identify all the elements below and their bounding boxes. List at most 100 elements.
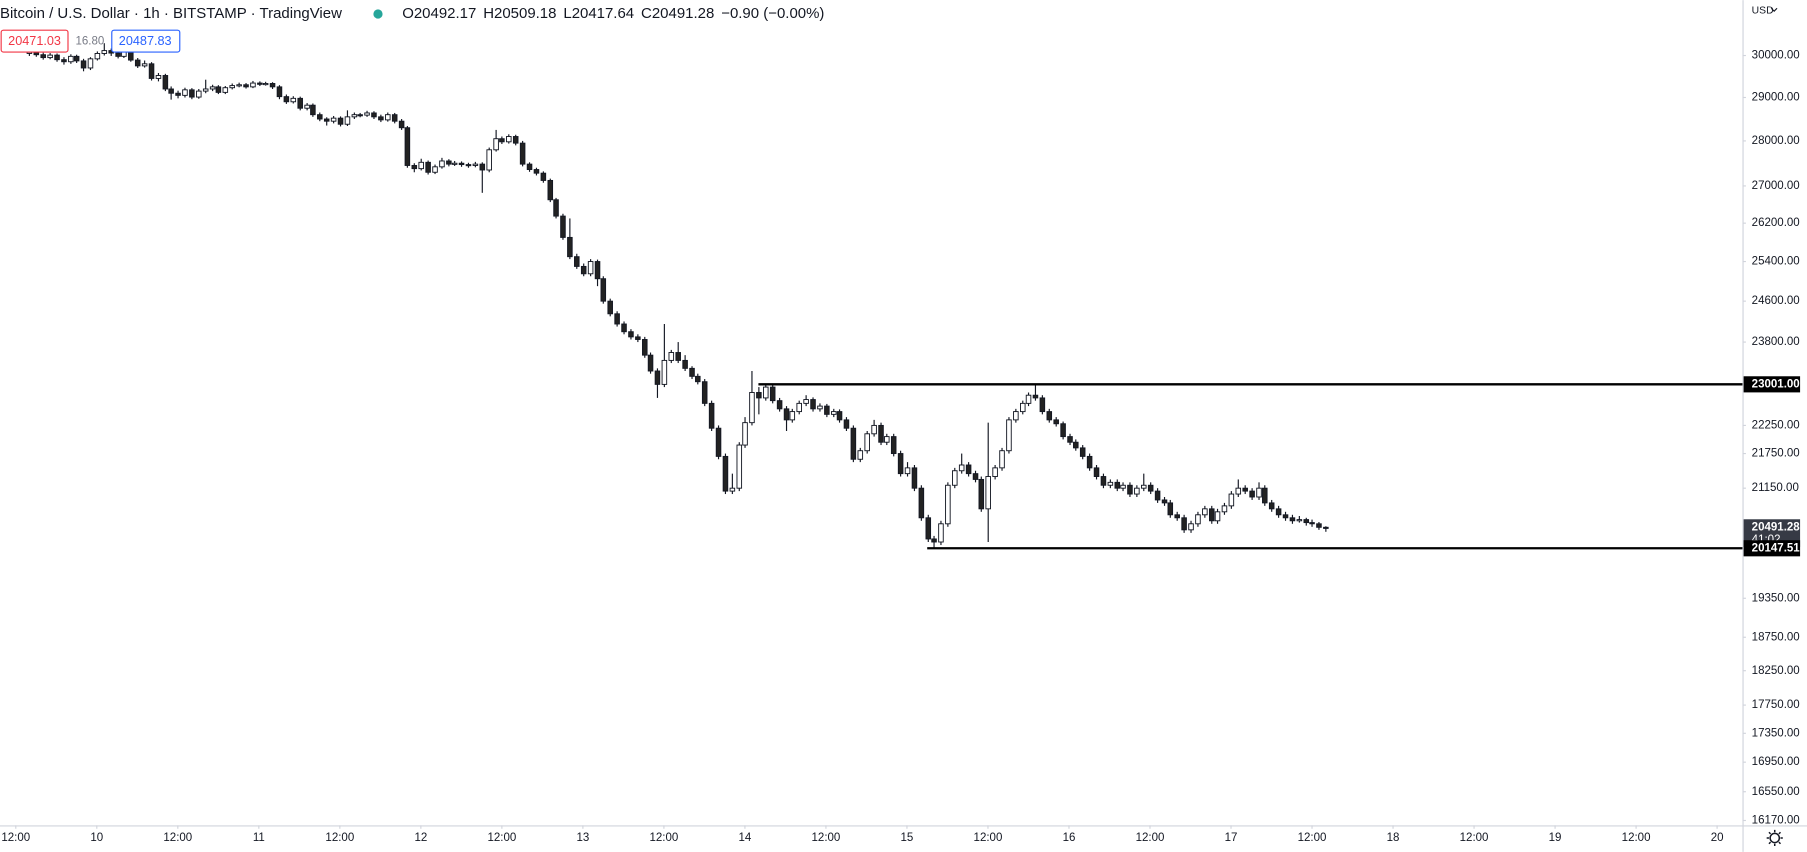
candle-body	[1188, 523, 1194, 531]
candle-body	[843, 419, 850, 429]
candle-body	[884, 436, 890, 443]
candle-body	[654, 370, 661, 385]
candle-body	[1086, 455, 1093, 469]
candle-body	[918, 487, 925, 519]
plot-area	[26, 43, 1743, 550]
candle-body	[1073, 441, 1079, 449]
candle-body	[337, 117, 344, 125]
candle-body	[715, 427, 722, 457]
candle-body	[1316, 523, 1322, 528]
candle-body	[80, 60, 87, 69]
x-tick-label: 19	[1549, 832, 1562, 844]
candle-body	[411, 165, 418, 170]
candle-body	[506, 136, 512, 143]
candle-body	[1282, 514, 1289, 519]
candle-body	[465, 164, 472, 167]
candle-body	[810, 399, 816, 410]
legend-label: C	[641, 5, 652, 22]
candle-body	[796, 402, 802, 413]
candle-body	[999, 450, 1005, 469]
legend-label: O	[402, 5, 414, 22]
candle-body	[722, 455, 729, 492]
candle-body	[202, 88, 209, 92]
buy-price[interactable]: 20487.83	[119, 34, 172, 48]
candle-body	[1053, 419, 1059, 425]
candle-body	[209, 86, 216, 90]
candle-body	[701, 381, 708, 404]
legend-value: 20509.18	[494, 5, 556, 22]
candle-body	[1228, 493, 1235, 507]
candle-body	[1221, 505, 1228, 513]
candle-body	[269, 83, 276, 88]
sell-price[interactable]: 20471.03	[8, 34, 61, 48]
candle-body	[1303, 519, 1310, 524]
candle-body	[560, 215, 566, 238]
ohlc-legend: O20492.17 H20509.18 L20417.64 C20491.28 −0.9…	[402, 5, 824, 22]
settings-icon[interactable]	[1766, 829, 1783, 847]
currency-selector[interactable]: USD	[1752, 5, 1774, 16]
x-tick-label: 12	[414, 832, 427, 844]
candle-body	[432, 166, 438, 173]
x-tick-label: 12:00	[1, 832, 30, 844]
x-tick-label: 11	[253, 832, 265, 844]
candle-body	[439, 160, 445, 168]
candle-body	[736, 444, 743, 489]
y-tick-label: 27000.00	[1752, 180, 1800, 192]
y-tick-label: 29000.00	[1752, 92, 1800, 104]
candle-body	[479, 163, 486, 171]
legend-value: 20492.17	[414, 5, 476, 22]
x-tick-label: 12:00	[1298, 832, 1327, 844]
candle-body	[1209, 508, 1215, 522]
candle-body	[215, 86, 222, 93]
x-tick-label: 15	[901, 832, 914, 844]
candle-body	[978, 478, 985, 510]
candle-body	[310, 104, 316, 116]
candle-body	[580, 265, 587, 275]
candle-body	[1242, 487, 1248, 492]
y-tick-label: 30000.00	[1752, 50, 1800, 62]
candle-body	[945, 484, 951, 525]
y-tick-label: 21750.00	[1752, 448, 1800, 460]
candle-body	[404, 127, 411, 166]
candle-body	[141, 63, 148, 67]
y-tick-label: 24600.00	[1752, 295, 1800, 307]
candle-body	[1296, 519, 1303, 522]
candle-body	[68, 55, 74, 63]
candle-body	[897, 453, 904, 475]
candle-body	[512, 136, 519, 144]
x-tick-label: 12:00	[1622, 832, 1651, 844]
candle-body	[1147, 484, 1154, 492]
axes: 30000.00 29000.00 28000.00 27000.00 26200.00…	[1, 50, 1800, 844]
buy-button[interactable]	[111, 29, 181, 53]
candle-body	[304, 104, 310, 109]
candle-body	[1093, 467, 1100, 477]
candle-body	[1127, 484, 1133, 495]
candle-body	[323, 118, 330, 122]
candle-body	[236, 84, 242, 87]
candle-body	[290, 97, 297, 103]
candle-body	[1046, 411, 1053, 421]
spread: 16.80	[75, 36, 104, 48]
candle-body	[189, 89, 195, 98]
candle-body	[850, 427, 857, 460]
candle-body	[890, 436, 897, 455]
last-price-label: 20491.28	[1752, 521, 1801, 533]
candle-body	[1039, 397, 1046, 413]
candle-body	[175, 92, 181, 96]
legend-label: H	[483, 5, 494, 22]
sell-button[interactable]	[0, 29, 69, 53]
currency-caret[interactable]	[1770, 7, 1778, 12]
x-tick-label: 12:00	[974, 832, 1003, 844]
candle-body	[451, 162, 458, 165]
candle-body	[763, 386, 769, 399]
candle-body	[47, 54, 53, 59]
candle-body	[742, 422, 748, 446]
candle-body	[1309, 522, 1315, 525]
candle-body	[952, 470, 958, 486]
candle-body	[783, 408, 790, 421]
price-label-bg	[1743, 540, 1801, 557]
candle-body	[1249, 490, 1255, 498]
candle-body	[425, 161, 431, 173]
candle-body	[540, 172, 547, 181]
